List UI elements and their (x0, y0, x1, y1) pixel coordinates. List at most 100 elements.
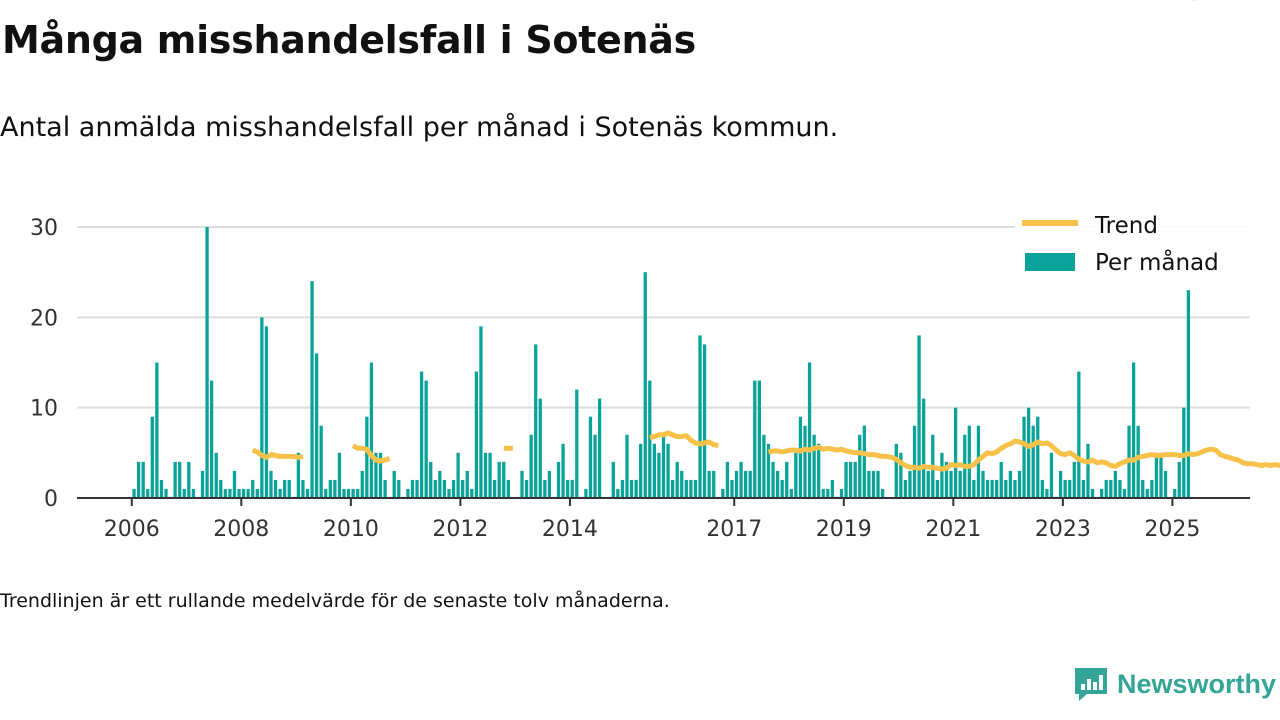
bar (328, 479, 332, 498)
bar (812, 434, 816, 498)
bar (210, 380, 214, 498)
bar (1077, 371, 1081, 498)
bar (1136, 425, 1140, 498)
bar (314, 353, 319, 498)
x-tick-label: 2014 (542, 517, 598, 542)
bar (424, 380, 428, 498)
bar (150, 416, 154, 498)
bar (1040, 479, 1044, 498)
bar (903, 479, 908, 498)
monthly-bars (132, 227, 1191, 498)
bar (287, 479, 291, 498)
bar (684, 479, 688, 498)
legend-trend-label: Trend (1094, 213, 1158, 239)
bar (205, 227, 209, 498)
bar (917, 335, 921, 498)
bar (506, 479, 510, 498)
bar (693, 479, 698, 498)
bar (1045, 488, 1049, 498)
bar (876, 470, 880, 498)
bar (1008, 470, 1013, 498)
bar (429, 461, 433, 498)
bar (926, 470, 930, 498)
bar (689, 479, 693, 498)
bar (492, 479, 497, 498)
bar (310, 281, 314, 498)
bar (634, 479, 638, 498)
bar (136, 461, 141, 498)
x-tick-label: 2021 (925, 517, 981, 542)
bar (219, 479, 223, 498)
bar (319, 425, 323, 498)
bar (616, 488, 620, 498)
bar (488, 452, 492, 498)
bar (178, 461, 182, 498)
chart-title: Många misshandelsfall i Sotenäs (2, 18, 696, 62)
bar (260, 317, 264, 498)
chart-subtitle: Antal anmälda misshandelsfall per månad … (0, 112, 839, 143)
bar (342, 488, 346, 498)
bar (1154, 452, 1159, 498)
bar-value-label: 24 (1192, 0, 1204, 3)
trend-line (649, 430, 719, 449)
bar (301, 479, 305, 498)
bar (775, 470, 780, 498)
bar (862, 425, 866, 498)
bar (899, 452, 903, 498)
bar (214, 452, 218, 498)
bar (1186, 290, 1191, 498)
bar (360, 470, 364, 498)
brand: Newsworthy (1073, 664, 1276, 704)
bar (356, 488, 360, 498)
bar (566, 479, 570, 498)
bar (529, 434, 533, 498)
bar (661, 434, 666, 498)
bar (1177, 461, 1181, 498)
bar (1173, 488, 1177, 498)
bar (912, 425, 917, 498)
bar (561, 443, 565, 498)
bar (817, 443, 821, 498)
x-tick-label: 2025 (1144, 517, 1200, 542)
bar (826, 488, 830, 498)
bar (1063, 479, 1067, 498)
bar (497, 461, 501, 498)
bar (657, 452, 661, 498)
bar (999, 461, 1003, 498)
bar (1017, 470, 1022, 498)
bar (990, 479, 994, 498)
bar (807, 362, 812, 498)
bar (666, 443, 670, 498)
bar (1036, 416, 1040, 498)
bar (483, 452, 488, 498)
bar (625, 434, 629, 498)
bar (652, 443, 657, 498)
legend-trend-swatch (1022, 220, 1078, 226)
bar (894, 443, 898, 498)
bar (333, 479, 337, 498)
bar (173, 461, 177, 498)
bar (223, 488, 227, 498)
bar (762, 434, 766, 498)
bar (1163, 470, 1168, 498)
bar (132, 488, 136, 498)
bar (858, 434, 862, 498)
bar (1150, 479, 1154, 498)
bar (830, 479, 835, 498)
bar (584, 488, 588, 498)
bar (456, 452, 460, 498)
bar (241, 488, 246, 498)
bar (880, 488, 885, 498)
bar (228, 488, 232, 498)
bar (278, 488, 282, 498)
bar (415, 479, 419, 498)
bar (739, 461, 743, 498)
bar (1090, 488, 1095, 498)
bar (374, 452, 378, 498)
bar (821, 488, 825, 498)
x-tick-label: 2017 (706, 517, 762, 542)
bar (465, 470, 469, 498)
value-labels: 24 (1192, 0, 1204, 3)
bar (1081, 479, 1086, 498)
